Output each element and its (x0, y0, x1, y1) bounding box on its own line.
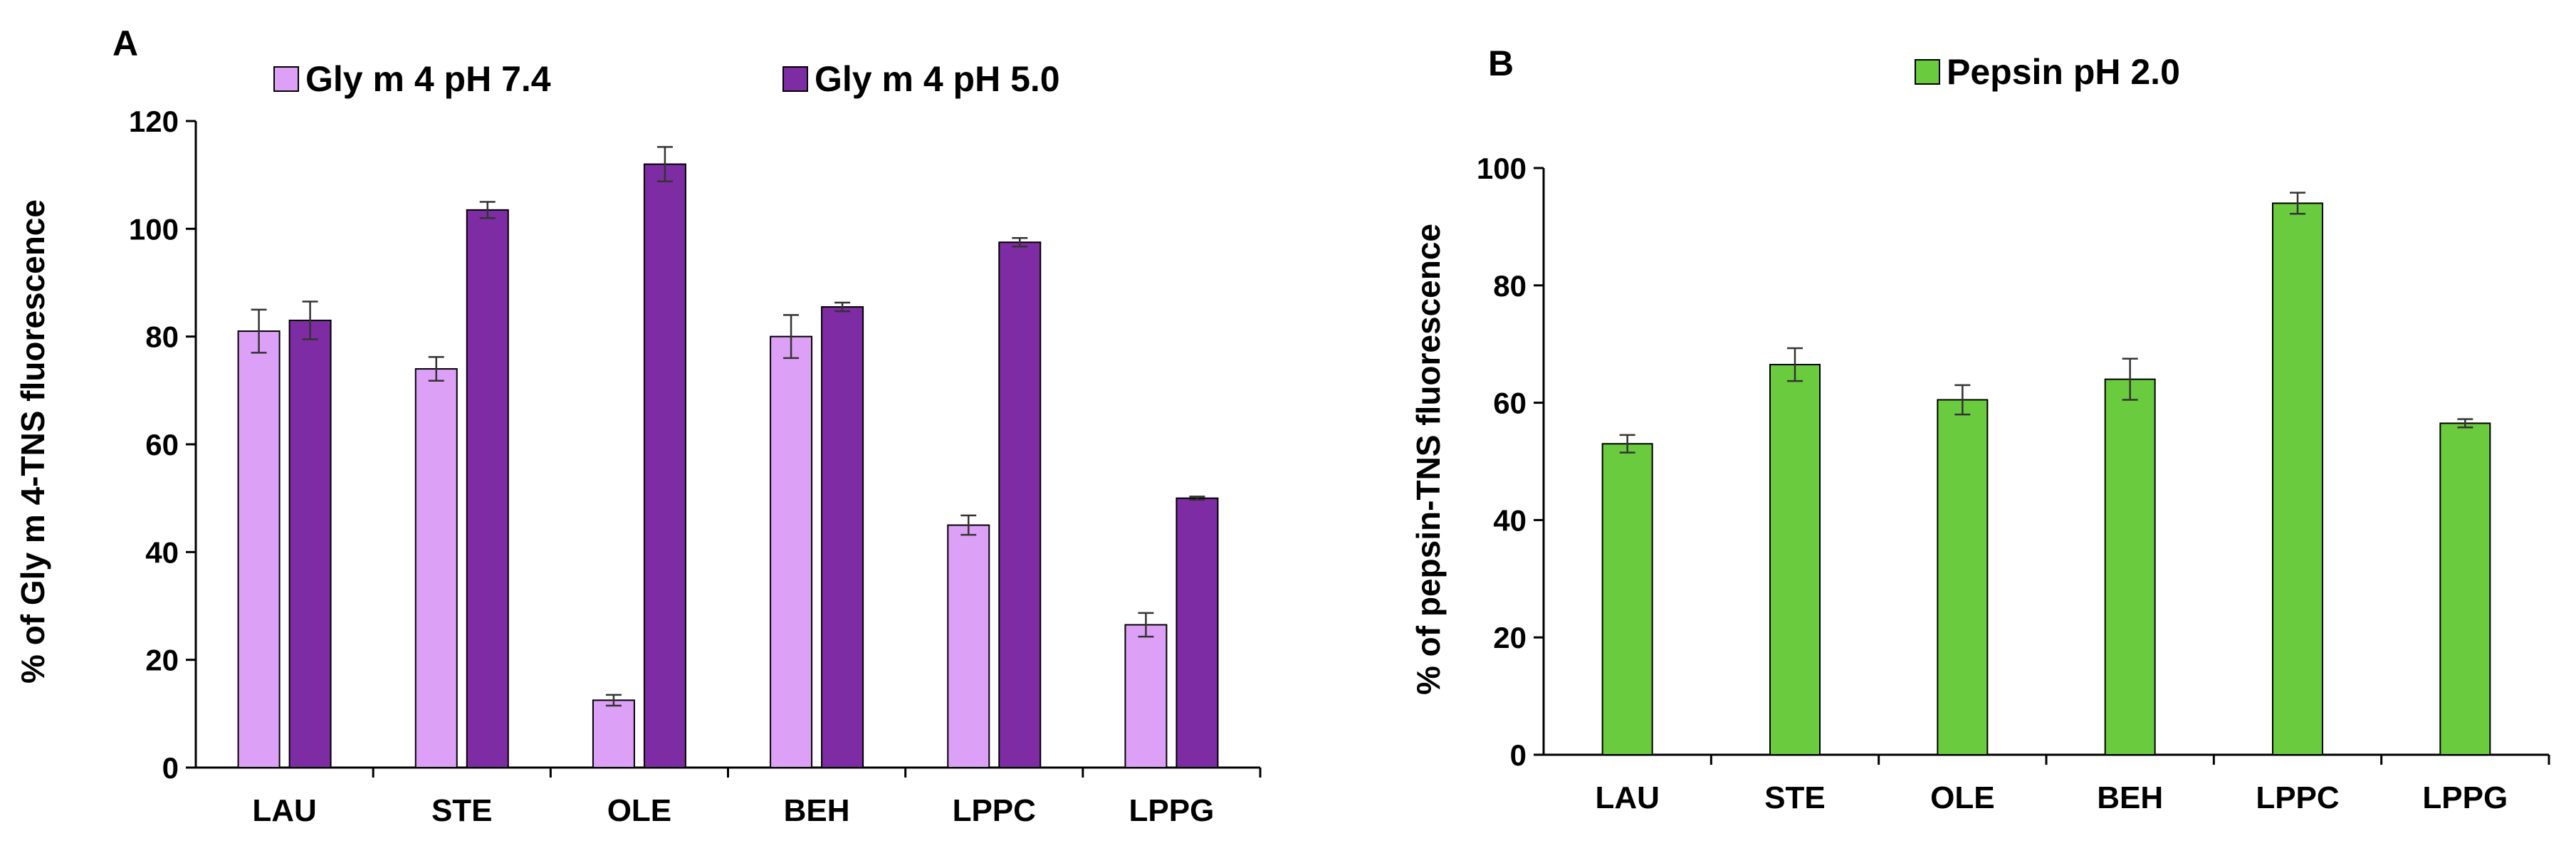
bar (1176, 497, 1219, 769)
bar (1124, 624, 1168, 768)
x-tick-label: LAU (1595, 780, 1659, 815)
bar (2104, 378, 2156, 755)
y-tick-label: 0 (162, 751, 179, 785)
x-tick-label: BEH (2097, 780, 2163, 815)
bar (821, 306, 864, 768)
bar (770, 335, 813, 768)
bar (2272, 202, 2323, 755)
bar (237, 330, 281, 769)
y-tick-label: 60 (145, 428, 179, 461)
legend-label: Gly m 4 pH 5.0 (815, 59, 1060, 99)
panel-b-legend: Pepsin pH 2.0 (1915, 52, 2180, 92)
bar (1601, 443, 1653, 756)
x-tick-label: OLE (1930, 780, 1994, 815)
bar (288, 319, 332, 768)
bar (1769, 364, 1821, 755)
y-tick-label: 40 (1493, 503, 1527, 537)
panel-b-plot-area: 0 20 40 60 80 100 LAU STE OLE BEH LPPC LPPG (1477, 152, 2550, 815)
y-tick-label: 80 (1493, 269, 1527, 303)
y-tick-label: 120 (129, 105, 179, 138)
panel-b-y-axis-label: % of pepsin-TNS fluorescence (1410, 224, 1447, 695)
panel-a-legend: Gly m 4 pH 7.4 Gly m 4 pH 5.0 (273, 59, 1060, 99)
bar (592, 699, 635, 769)
y-tick-label: 80 (145, 320, 179, 354)
x-tick-label: LPPC (953, 793, 1036, 828)
x-tick-label: LPPG (2422, 780, 2508, 815)
y-tick-label: 20 (145, 644, 179, 677)
panel-a-plot-area: 0 20 40 60 80 100 120 LAU STE OLE BEH LPPC LPPG (129, 105, 1262, 828)
legend-label: Pepsin pH 2.0 (1947, 52, 2180, 92)
panel-b-chart: B Pepsin pH 2.0 % of pepsin-TNS fluoresc… (1410, 43, 2550, 815)
x-tick-label: BEH (784, 793, 850, 828)
legend-label: Gly m 4 pH 7.4 (305, 59, 551, 99)
y-tick-label: 100 (1477, 152, 1527, 185)
x-tick-label: STE (1764, 780, 1826, 815)
bar (1937, 399, 1989, 755)
bar (414, 368, 458, 768)
bar (466, 209, 509, 769)
x-tick-label: LPPC (2256, 780, 2339, 815)
x-tick-label: LPPG (1129, 793, 1215, 828)
y-tick-label: 100 (129, 212, 179, 246)
bar (643, 163, 686, 769)
bar (947, 524, 990, 768)
panel-b-letter: B (1488, 43, 1514, 83)
bar (998, 241, 1042, 768)
legend-swatch (782, 66, 808, 92)
y-tick-label: 40 (145, 535, 179, 569)
panel-a-letter: A (112, 23, 138, 63)
panel-a-chart: A Gly m 4 pH 7.4 Gly m 4 pH 5.0 % of Gly … (14, 23, 1262, 828)
y-tick-label: 20 (1493, 621, 1527, 654)
y-tick-label: 0 (1510, 738, 1527, 772)
legend-swatch (273, 66, 299, 92)
panel-a-y-axis-label: % of Gly m 4-TNS fluorescence (14, 199, 51, 684)
x-tick-label: OLE (607, 793, 671, 828)
x-tick-label: STE (431, 793, 493, 828)
legend-swatch (1915, 59, 1940, 85)
bar (2439, 422, 2491, 755)
x-tick-label: LAU (252, 793, 316, 828)
y-tick-label: 60 (1493, 387, 1527, 420)
